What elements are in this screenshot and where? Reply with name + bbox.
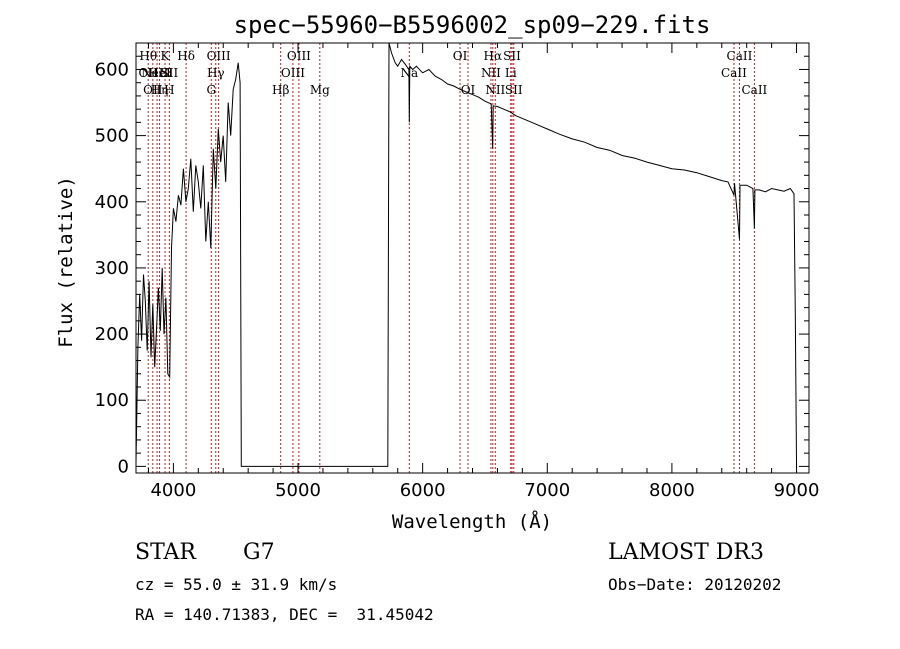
y-axis-label: Flux (relative) [55,176,77,348]
reference-line-label: OI [453,49,468,63]
reference-line-label: NeIII [141,66,173,80]
reference-line-label: Hα [484,49,503,63]
y-tick-label: 300 [95,258,129,279]
x-tick-label: 9000 [774,480,820,501]
reference-line-label: H [164,83,174,97]
y-tick-label: 100 [95,390,129,411]
reference-line-label: K [161,49,171,63]
reference-line-label: SII [503,49,521,63]
reference-line-label: CaII [727,49,753,63]
redshift-cz: cz = 55.0 ± 31.9 km/s [135,575,338,594]
reference-line-label: OI [461,83,476,97]
reference-line-label: Mg [310,83,330,97]
reference-line-label: NII [481,66,501,80]
reference-line-label: OIII [207,49,231,63]
reference-line-label: CaII [721,66,747,80]
reference-line-label: Hδ [177,49,195,63]
y-axis-ticks: 0 100 200 300 400 500 600 [95,55,809,477]
reference-line-label: CaII [741,83,767,97]
object-class: STAR [135,540,196,565]
reference-line-label: Li [505,66,517,80]
survey-name: LAMOST DR3 [608,540,764,565]
y-tick-label: 500 [95,126,129,147]
x-tick-label: 5000 [275,480,321,501]
reference-line-label: SII [505,83,523,97]
x-tick-label: 6000 [400,480,446,501]
reference-line-label: HeI [148,66,171,80]
x-axis-ticks: 4000 5000 6000 7000 8000 9000 [147,43,820,501]
x-tick-label: 7000 [524,480,570,501]
reference-line-label: G [206,83,216,97]
reference-line-label: Hη [151,83,169,97]
reference-line-label: Hγ [207,66,225,80]
reference-line-label: OIII [287,49,311,63]
reference-line-label: Hβ [272,83,289,97]
reference-line-label: OIII [281,66,305,80]
x-tick-label: 8000 [649,480,695,501]
plot-frame [135,42,810,474]
y-tick-label: 200 [95,324,129,345]
reference-line-label: OII [143,83,163,97]
coordinates: RA = 140.71383, DEC = 31.45042 [135,605,434,624]
chart-title: spec−55960−B5596002_sp09−229.fits [234,11,711,39]
y-tick-label: 400 [95,192,129,213]
observation-date: Obs−Date: 20120202 [608,575,782,594]
reference-line-label: Hθ [139,49,157,63]
reference-line-label: SII [161,66,179,80]
reference-line-label: NII [485,83,505,97]
x-axis-label: Wavelength (Å) [392,510,552,533]
reference-lines [147,43,755,473]
y-tick-label: 600 [95,59,129,80]
object-subclass: G7 [243,540,275,565]
y-tick-label: 0 [118,456,129,477]
spectrum-line [135,42,797,467]
x-tick-label: 4000 [150,480,196,501]
